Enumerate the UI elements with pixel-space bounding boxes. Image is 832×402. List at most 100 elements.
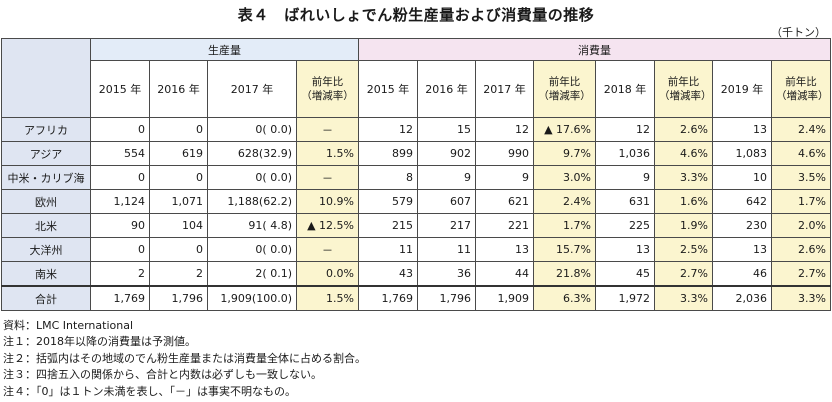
cons-2015-cell: 899 (358, 141, 418, 166)
starch-table: 生産量 消費量 2015 年 2016 年 2017 年 前年比 （増減率） 20… (1, 38, 831, 311)
prod-ratio-cell: － (296, 117, 359, 142)
prod-2017-cell: 0( 0.0) (207, 237, 297, 262)
region-cell: 欧州 (1, 189, 91, 214)
header-c2018-ratio: 前年比 （増減率） (654, 60, 713, 118)
cons-2018-cell: 631 (595, 189, 655, 214)
prod-2016-cell: 0 (149, 165, 208, 190)
cons-2018-cell: 1,036 (595, 141, 655, 166)
cons-2018-ratio-cell: 4.6% (654, 141, 713, 166)
header-p2016: 2016 年 (149, 60, 208, 118)
prod-2017-cell: 0( 0.0) (207, 117, 297, 142)
ratio-label: 前年比 (311, 76, 344, 88)
table-body: アフリカ 0 0 0( 0.0) － 12 15 12 ▲ 17.6% 12 2.6% 13 2.4% ア… (1, 117, 831, 311)
unit-label: （千トン） (771, 26, 826, 39)
table-row: アジア 554 619 628(32.9) 1.5% 899 902 990 9.7% 1,036… (1, 141, 831, 166)
notes: 資料：LMC International 注１：2018年以降の消費量は予測値。… (3, 318, 366, 400)
cons-2018-cell: 12 (595, 117, 655, 142)
cons-2015-cell: 11 (358, 237, 418, 262)
region-cell: アフリカ (1, 117, 91, 142)
cons-2018-ratio-cell: 2.6% (654, 117, 713, 142)
ratio-label: 前年比 (785, 76, 817, 88)
cons-2017-ratio-cell: 2.4% (533, 189, 596, 214)
table-row: 北米 90 104 91( 4.8) ▲ 12.5% 215 217 221 1.7% 225 1.… (1, 213, 831, 238)
prod-2016-cell: 2 (149, 261, 208, 287)
prod-2017-cell: 91( 4.8) (207, 213, 297, 238)
cons-2017-cell: 13 (475, 237, 534, 262)
prod-2016-cell: 104 (149, 213, 208, 238)
header-c2017-ratio: 前年比 （増減率） (533, 60, 596, 118)
prod-2016-cell: 1,071 (149, 189, 208, 214)
cons-2016-cell: 217 (417, 213, 476, 238)
cons-2017-ratio-cell: 6.3% (533, 285, 596, 311)
region-cell: 合計 (1, 285, 91, 311)
cons-2019-ratio-cell: 2.4% (771, 117, 831, 142)
cons-2016-cell: 9 (417, 165, 476, 190)
prod-2017-cell: 628(32.9) (207, 141, 297, 166)
table-title: 表４ ばれいしょでん粉生産量および消費量の推移 (237, 6, 595, 24)
ratio-label: 前年比 (548, 76, 581, 88)
cons-2015-cell: 579 (358, 189, 418, 214)
cons-2017-ratio-cell: 3.0% (533, 165, 596, 190)
prod-ratio-cell: 1.5% (296, 285, 359, 311)
header-c2019-ratio: 前年比 （増減率） (771, 60, 831, 118)
prod-2015-cell: 90 (90, 213, 150, 238)
cons-2017-cell: 221 (475, 213, 534, 238)
prod-ratio-cell: ▲ 12.5% (296, 213, 359, 238)
prod-2017-cell: 2( 0.1) (207, 261, 297, 287)
cons-2019-ratio-cell: 3.3% (771, 285, 831, 311)
cons-2018-cell: 9 (595, 165, 655, 190)
ratio-sublabel: （増減率） (538, 90, 591, 102)
cons-2018-cell: 1,972 (595, 285, 655, 311)
note-source: 資料：LMC International (3, 319, 134, 332)
prod-2015-cell: 1,124 (90, 189, 150, 214)
cons-2019-ratio-cell: 3.5% (771, 165, 831, 190)
header-p2017: 2017 年 (207, 60, 297, 118)
prod-2015-cell: 0 (90, 237, 150, 262)
cons-2016-cell: 11 (417, 237, 476, 262)
ratio-sublabel: （増減率） (776, 90, 829, 102)
header-c2017: 2017 年 (475, 60, 534, 118)
table-row: 欧州 1,124 1,071 1,188(62.2) 10.9% 579 607 621 2.4… (1, 189, 831, 214)
cons-2017-ratio-cell: 21.8% (533, 261, 596, 287)
region-cell: アジア (1, 141, 91, 166)
region-cell: 南米 (1, 261, 91, 287)
cons-2017-cell: 1,909 (475, 285, 534, 311)
production-header: 生産量 (90, 38, 359, 61)
cons-2016-cell: 1,796 (417, 285, 476, 311)
prod-ratio-cell: － (296, 237, 359, 262)
cons-2017-ratio-cell: 9.7% (533, 141, 596, 166)
cons-2019-cell: 10 (712, 165, 772, 190)
cons-2015-cell: 12 (358, 117, 418, 142)
cons-2017-cell: 44 (475, 261, 534, 287)
header-c2015: 2015 年 (358, 60, 418, 118)
prod-2016-cell: 1,796 (149, 285, 208, 311)
cons-2017-ratio-cell: 1.7% (533, 213, 596, 238)
note-1: 注１：2018年以降の消費量は予測値。 (3, 335, 196, 349)
cons-2017-ratio-cell: 15.7% (533, 237, 596, 262)
cons-2016-cell: 607 (417, 189, 476, 214)
prod-2015-cell: 2 (90, 261, 150, 287)
prod-2016-cell: 619 (149, 141, 208, 166)
prod-2015-cell: 1,769 (90, 285, 150, 311)
cons-2019-cell: 46 (712, 261, 772, 287)
prod-ratio-cell: 1.5% (296, 141, 359, 166)
header-corner (1, 38, 91, 118)
header-row-groups: 生産量 消費量 (1, 38, 831, 118)
prod-ratio-cell: － (296, 165, 359, 190)
cons-2018-cell: 45 (595, 261, 655, 287)
cons-2016-cell: 15 (417, 117, 476, 142)
header-c2016: 2016 年 (417, 60, 476, 118)
prod-2016-cell: 0 (149, 117, 208, 142)
prod-ratio-cell: 0.0% (296, 261, 359, 287)
cons-2015-cell: 1,769 (358, 285, 418, 311)
cons-2019-cell: 13 (712, 237, 772, 262)
table-row: 大洋州 0 0 0( 0.0) － 11 11 13 15.7% 13 2.5% 13 2.6% (1, 237, 831, 262)
cons-2019-cell: 1,083 (712, 141, 772, 166)
note-4: 注４：「0」は１トン未満を表し、「－」は事実不明なもの。 (3, 384, 296, 398)
cons-2017-cell: 990 (475, 141, 534, 166)
ratio-sublabel: （増減率） (659, 90, 712, 102)
note-2: 注２：括弧内はその地域のでん粉生産量または消費量全体に占める割合。 (3, 351, 366, 365)
cons-2018-ratio-cell: 1.9% (654, 213, 713, 238)
prod-ratio-cell: 10.9% (296, 189, 359, 214)
cons-2018-cell: 225 (595, 213, 655, 238)
